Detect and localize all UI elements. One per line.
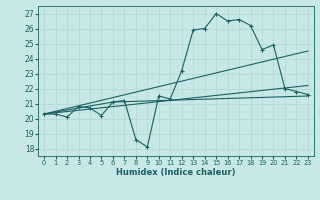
X-axis label: Humidex (Indice chaleur): Humidex (Indice chaleur)	[116, 168, 236, 177]
